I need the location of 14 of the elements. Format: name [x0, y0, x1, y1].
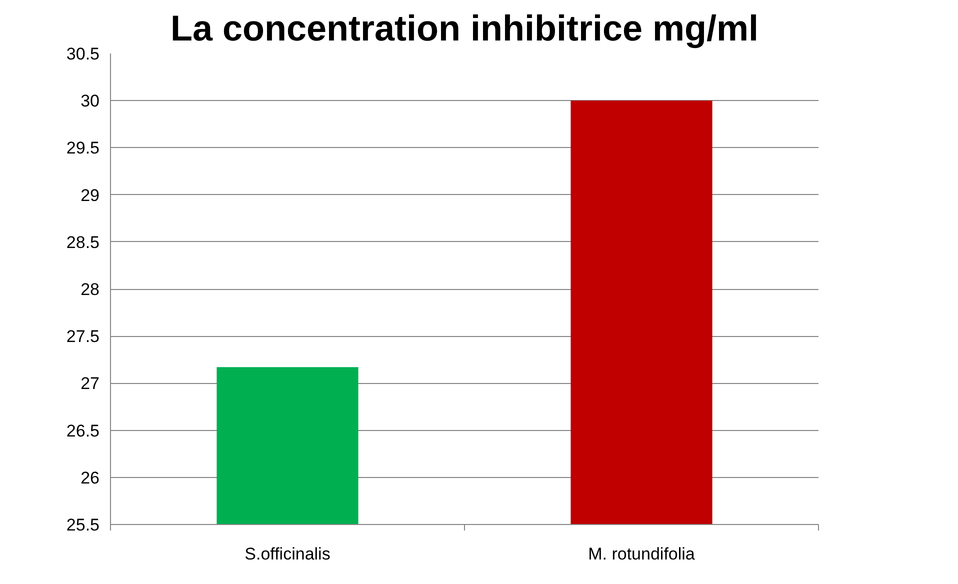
y-tick-label: 27	[80, 374, 100, 394]
y-tick-label: 28.5	[66, 232, 100, 252]
chart-title: La concentration inhibitrice mg/ml	[170, 8, 759, 48]
x-tick-label: S.officinalis	[244, 544, 330, 564]
y-tick-label: 25.5	[66, 516, 100, 534]
y-tick-label: 30	[80, 92, 100, 111]
y-tick-label: 29.5	[66, 138, 100, 158]
y-tick-label: 30.5	[66, 44, 100, 64]
y-tick-label: 26.5	[66, 421, 100, 440]
y-tick-label: 27.5	[66, 327, 100, 346]
y-tick-label: 26	[80, 468, 100, 488]
x-tick-label: M. rotundifolia	[588, 544, 696, 564]
y-tick-label: 28	[80, 280, 100, 299]
y-tick-label: 29	[80, 186, 100, 205]
